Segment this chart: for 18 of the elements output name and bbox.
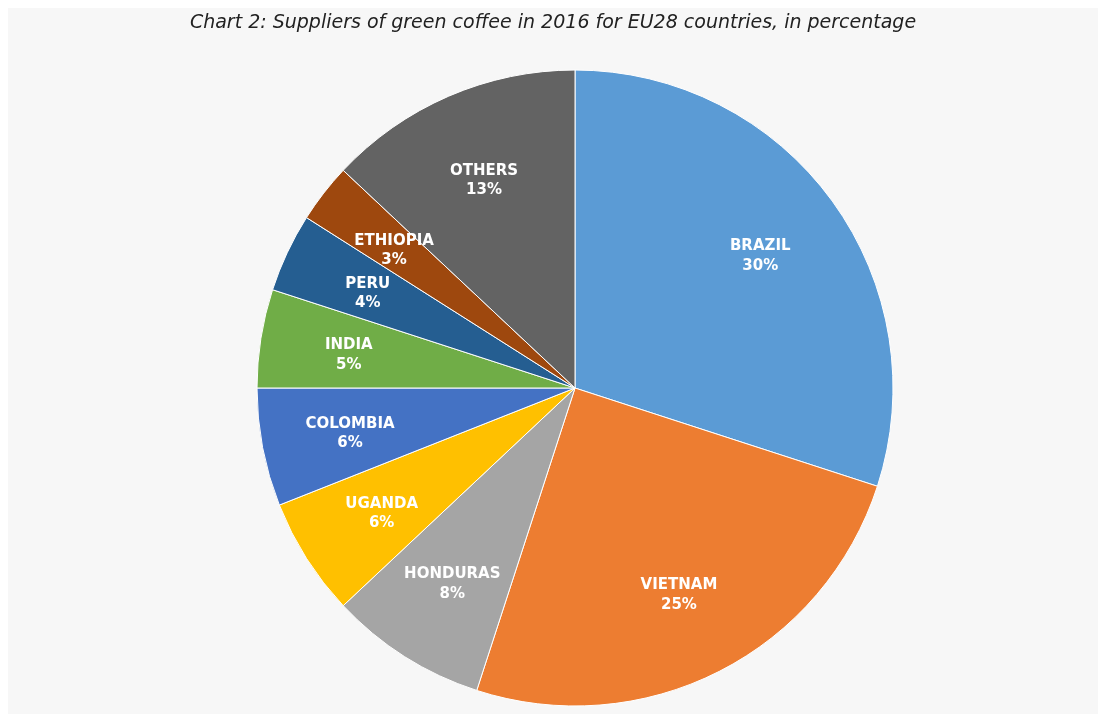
data-label: 5% — [336, 354, 362, 373]
data-label: 30% — [742, 255, 779, 274]
chart-title: Chart 2: Suppliers of green coffee in 2016 for EU28 countries, in percentage — [189, 10, 917, 32]
slice-label: INDIA — [324, 335, 374, 354]
slice-label: PERU — [345, 273, 391, 292]
slice-label: OTHERS — [450, 160, 519, 179]
data-label: 13% — [466, 180, 503, 199]
data-label: 6% — [337, 433, 363, 452]
slice-label: VIETNAM — [640, 575, 718, 593]
data-label: 6% — [368, 513, 395, 532]
slice-label: HONDURAS — [404, 564, 501, 583]
data-label: 3% — [381, 250, 407, 269]
slice-label: COLOMBIA — [305, 413, 396, 432]
data-label: 8% — [439, 583, 466, 602]
data-label: 25% — [660, 594, 697, 613]
slice-label: BRAZIL — [729, 236, 791, 255]
slice-label: UGANDA — [345, 493, 419, 512]
data-label: 4% — [355, 293, 381, 312]
